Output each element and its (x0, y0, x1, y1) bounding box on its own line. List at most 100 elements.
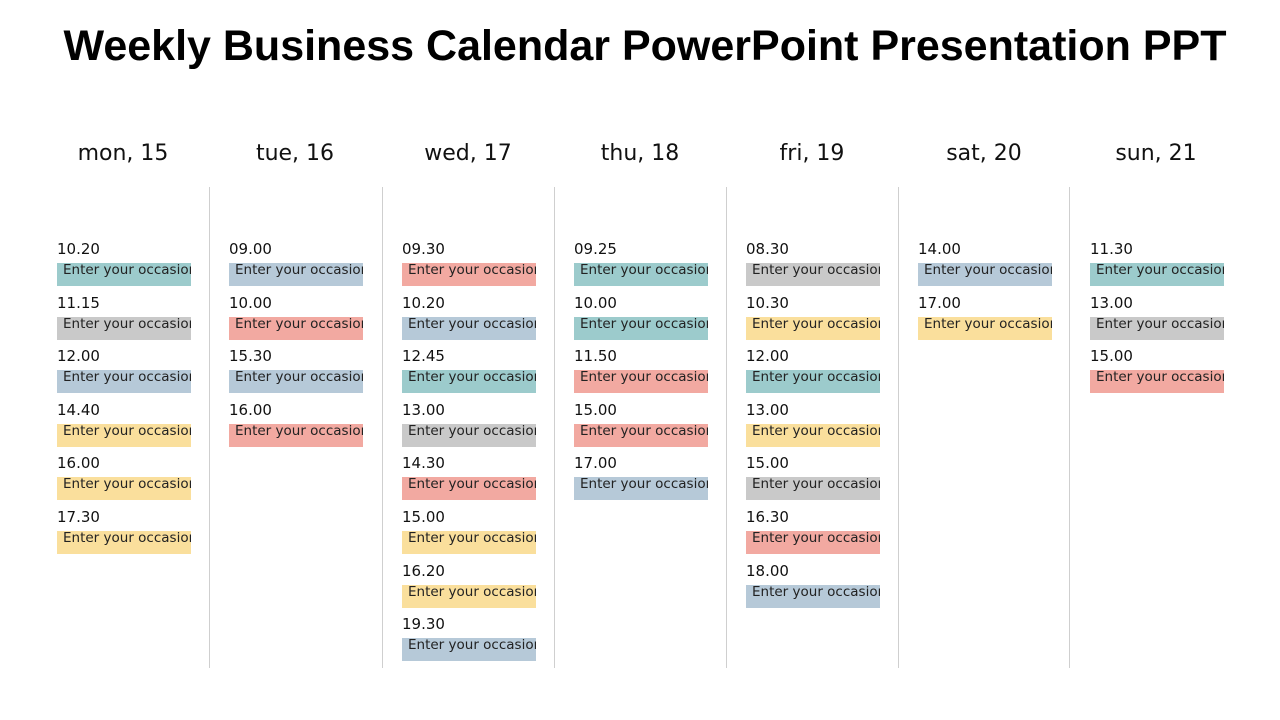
event-bar[interactable]: Enter your occasion (57, 316, 191, 340)
event-bar[interactable]: Enter your occasion (918, 316, 1052, 340)
event-bar[interactable]: Enter your occasion (746, 423, 880, 447)
event-placeholder-text: Enter your occasion (752, 423, 880, 439)
event-item: 18.00 Enter your occasion (746, 561, 882, 615)
column-divider (898, 187, 899, 668)
event-item: 16.30 Enter your occasion (746, 507, 882, 561)
event-time: 11.15 (57, 293, 100, 312)
event-placeholder-text: Enter your occasion (924, 263, 1052, 278)
column-divider (382, 187, 383, 668)
event-placeholder-text: Enter your occasion (752, 370, 880, 386)
event-item: 10.00 Enter your occasion (574, 293, 710, 347)
event-item: 15.00 Enter your occasion (402, 507, 538, 561)
event-placeholder-text: Enter your occasion (408, 530, 536, 546)
event-bar[interactable]: Enter your occasion (574, 263, 708, 286)
column-divider (726, 187, 727, 668)
day-header: mon, 15 (77, 141, 169, 166)
event-placeholder-text: Enter your occasion (408, 316, 536, 332)
event-time: 17.00 (574, 454, 617, 473)
day-column: tue, 16 09.00 Enter your occasion 10.00 Ente… (209, 0, 381, 720)
column-divider (554, 187, 555, 668)
event-bar[interactable]: Enter your occasion (402, 584, 536, 608)
event-bar[interactable]: Enter your occasion (402, 638, 536, 662)
event-item: 12.00 Enter your occasion (746, 346, 882, 400)
day-header: sat, 20 (946, 141, 1022, 166)
day-column: thu, 18 09.25 Enter your occasion 10.00 Ente… (554, 0, 726, 720)
event-item: 10.00 Enter your occasion (229, 293, 365, 347)
event-bar[interactable]: Enter your occasion (229, 370, 363, 394)
event-item: 10.20 Enter your occasion (402, 293, 538, 347)
event-bar[interactable]: Enter your occasion (229, 316, 363, 340)
event-bar[interactable]: Enter your occasion (1090, 316, 1224, 340)
event-placeholder-text: Enter your occasion (924, 316, 1052, 332)
event-placeholder-text: Enter your occasion (235, 423, 363, 439)
event-bar[interactable]: Enter your occasion (57, 530, 191, 554)
event-item: 19.30 Enter your occasion (402, 614, 538, 668)
event-time: 13.00 (746, 400, 789, 419)
event-bar[interactable]: Enter your occasion (229, 423, 363, 447)
event-placeholder-text: Enter your occasion (752, 316, 880, 332)
event-time: 13.00 (1090, 293, 1133, 312)
day-header: tue, 16 (255, 141, 335, 166)
event-placeholder-text: Enter your occasion (408, 263, 536, 278)
event-bar[interactable]: Enter your occasion (574, 370, 708, 394)
event-bar[interactable]: Enter your occasion (574, 316, 708, 340)
event-time: 12.45 (402, 347, 445, 366)
event-bar[interactable]: Enter your occasion (574, 477, 708, 501)
event-time: 12.00 (746, 347, 789, 366)
event-bar[interactable]: Enter your occasion (402, 530, 536, 554)
event-time: 16.00 (57, 454, 100, 473)
event-placeholder-text: Enter your occasion (752, 263, 880, 278)
event-item: 16.00 Enter your occasion (57, 453, 193, 507)
event-bar[interactable]: Enter your occasion (1090, 370, 1224, 394)
event-time: 17.30 (57, 507, 100, 526)
event-list: 09.25 Enter your occasion 10.00 Enter your … (574, 239, 710, 507)
event-bar[interactable]: Enter your occasion (746, 263, 880, 286)
event-placeholder-text: Enter your occasion (580, 370, 708, 386)
event-bar[interactable]: Enter your occasion (229, 263, 363, 286)
event-time: 09.25 (574, 240, 617, 258)
event-item: 15.00 Enter your occasion (746, 453, 882, 507)
event-bar[interactable]: Enter your occasion (402, 316, 536, 340)
event-bar[interactable]: Enter your occasion (918, 263, 1052, 286)
event-bar[interactable]: Enter your occasion (402, 263, 536, 286)
event-time: 08.30 (746, 240, 789, 258)
event-time: 10.20 (57, 240, 100, 258)
event-time: 15.00 (574, 400, 617, 419)
event-item: 13.00 Enter your occasion (1090, 293, 1226, 347)
event-time: 09.30 (402, 240, 445, 258)
event-bar[interactable]: Enter your occasion (402, 370, 536, 394)
column-divider (209, 187, 210, 668)
event-placeholder-text: Enter your occasion (63, 263, 191, 278)
event-bar[interactable]: Enter your occasion (746, 370, 880, 394)
event-item: 09.00 Enter your occasion (229, 239, 365, 293)
event-bar[interactable]: Enter your occasion (746, 477, 880, 501)
event-placeholder-text: Enter your occasion (1096, 370, 1224, 386)
event-time: 15.00 (746, 454, 789, 473)
event-item: 11.15 Enter your occasion (57, 293, 193, 347)
event-list: 09.30 Enter your occasion 10.20 Enter your … (402, 239, 538, 668)
event-list: 10.20 Enter your occasion 11.15 Enter your … (57, 239, 193, 561)
event-placeholder-text: Enter your occasion (752, 530, 880, 546)
event-placeholder-text: Enter your occasion (408, 638, 536, 654)
event-placeholder-text: Enter your occasion (752, 477, 880, 493)
event-bar[interactable]: Enter your occasion (574, 423, 708, 447)
event-bar[interactable]: Enter your occasion (402, 423, 536, 447)
event-bar[interactable]: Enter your occasion (746, 584, 880, 608)
event-bar[interactable]: Enter your occasion (746, 530, 880, 554)
event-item: 11.30 Enter your occasion (1090, 239, 1226, 293)
day-header: sun, 21 (1115, 141, 1197, 166)
event-bar[interactable]: Enter your occasion (57, 477, 191, 501)
event-time: 16.00 (229, 400, 272, 419)
event-bar[interactable]: Enter your occasion (57, 370, 191, 394)
event-bar[interactable]: Enter your occasion (402, 477, 536, 501)
event-bar[interactable]: Enter your occasion (57, 263, 191, 286)
event-list: 08.30 Enter your occasion 10.30 Enter your … (746, 239, 882, 614)
event-time: 15.00 (1090, 347, 1133, 366)
event-placeholder-text: Enter your occasion (408, 370, 536, 386)
event-bar[interactable]: Enter your occasion (746, 316, 880, 340)
event-item: 15.30 Enter your occasion (229, 346, 365, 400)
event-bar[interactable]: Enter your occasion (1090, 263, 1224, 286)
event-item: 12.45 Enter your occasion (402, 346, 538, 400)
event-bar[interactable]: Enter your occasion (57, 423, 191, 447)
